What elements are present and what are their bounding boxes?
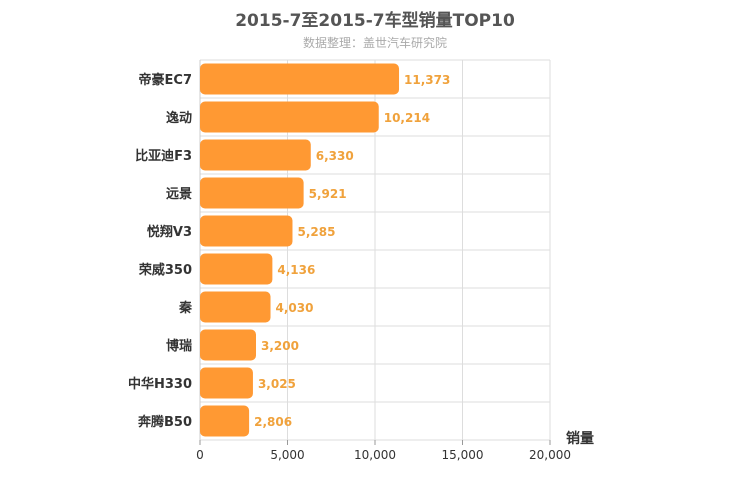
category-label: 中华H330 — [128, 376, 192, 392]
category-label: 比亚迪F3 — [135, 148, 192, 164]
category-label: 博瑞 — [166, 338, 192, 354]
x-tick-label: 15,000 — [442, 448, 484, 462]
category-label: 帝豪EC7 — [139, 72, 192, 88]
x-tick-label: 20,000 — [529, 448, 571, 462]
data-labels: 11,373 10,214 6,330 5,921 5,285 4,136 4,030 3,2… — [254, 73, 450, 429]
x-tick-label: 10,000 — [354, 448, 396, 462]
category-label: 秦 — [178, 300, 193, 316]
data-label: 6,330 — [316, 149, 354, 163]
bar[interactable] — [200, 329, 256, 361]
data-label: 10,214 — [384, 111, 430, 125]
data-label: 4,136 — [277, 263, 315, 277]
x-tick-label: 0 — [196, 448, 204, 462]
bar[interactable] — [200, 367, 253, 399]
category-label: 逸动 — [166, 110, 192, 126]
category-label: 荣威350 — [138, 262, 192, 278]
x-axis-ticks: 0 5,000 10,000 15,000 20,000 — [196, 440, 571, 462]
bar[interactable] — [200, 63, 400, 95]
x-axis-label: 销量 — [566, 430, 594, 447]
x-tick-label: 5,000 — [270, 448, 304, 462]
chart-title: 2015-7至2015-7车型销量TOP10 — [235, 11, 515, 31]
chart-subtitle: 数据整理：盖世汽车研究院 — [302, 36, 447, 50]
bar[interactable] — [200, 291, 271, 323]
data-label: 5,285 — [297, 225, 335, 239]
bars — [200, 63, 400, 437]
bar[interactable] — [200, 101, 379, 133]
data-label: 3,200 — [261, 339, 299, 353]
bar[interactable] — [200, 253, 273, 285]
bar[interactable] — [200, 405, 250, 437]
data-label: 3,025 — [258, 377, 296, 391]
data-label: 2,806 — [254, 415, 292, 429]
category-label: 远景 — [166, 187, 192, 202]
data-label: 11,373 — [404, 73, 450, 87]
bar[interactable] — [200, 215, 293, 247]
bar[interactable] — [200, 139, 311, 171]
category-label: 悦翔V3 — [147, 224, 192, 240]
category-label: 奔腾B50 — [137, 414, 192, 430]
data-label: 5,921 — [309, 187, 347, 201]
data-label: 4,030 — [276, 301, 314, 315]
bar[interactable] — [200, 177, 304, 209]
